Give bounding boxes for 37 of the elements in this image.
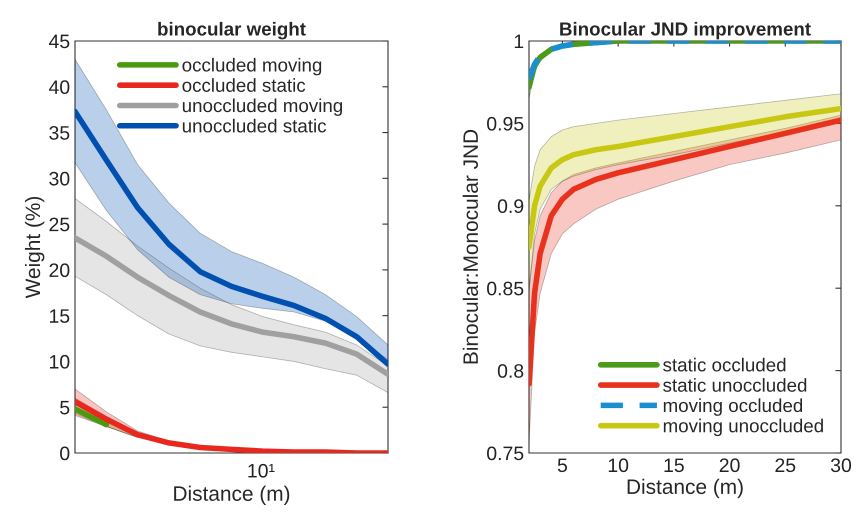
chart-title: Binocular JND improvement: [560, 22, 811, 40]
legend-label: moving unoccluded: [664, 418, 823, 436]
y-axis-title: Binocular:Monocular JND: [462, 130, 478, 364]
y-tick-label: 0: [60, 446, 70, 460]
x-tick-label: 25: [775, 458, 796, 472]
x-tick-label: 20: [720, 458, 740, 472]
y-tick-label: 0.9: [498, 199, 524, 214]
x-tick-label: 5: [558, 458, 568, 472]
legend-label: unoccluded static: [182, 118, 326, 133]
y-axis-title: Weight (%): [24, 196, 44, 298]
legend-label: moving occluded: [664, 398, 802, 416]
y-tick-label: 20: [49, 263, 70, 278]
x-tick-label: 10: [608, 458, 628, 472]
x-axis-title: Distance (m): [174, 486, 290, 506]
x-tick-label: 30: [830, 458, 852, 472]
x-tick-label: 15: [664, 458, 684, 472]
y-tick-label: 0.8: [498, 364, 524, 378]
legend-label: static occluded: [663, 358, 786, 372]
legend-label: occluded moving: [182, 58, 322, 76]
y-tick-label: 40: [48, 80, 70, 94]
y-tick-label: 5: [60, 400, 70, 414]
y-tick-label: 30: [49, 172, 70, 186]
y-tick-label: 35: [49, 126, 70, 140]
legend-label: static unoccluded: [663, 378, 806, 392]
chart-title: binocular weight: [158, 22, 306, 40]
text: 10¹: [248, 464, 275, 478]
y-tick-label: 10: [50, 354, 70, 369]
y-tick-label: 15: [50, 309, 70, 323]
y-tick-label: 0.85: [487, 282, 524, 296]
legend-label: unoccluded moving: [182, 98, 342, 116]
y-tick-label: 25: [49, 218, 70, 232]
legend-label: occluded static: [182, 78, 306, 92]
x-axis-title: Distance (m): [628, 478, 743, 498]
y-tick-label: 0.75: [487, 446, 524, 460]
y-tick-label: 0.95: [487, 116, 524, 131]
y-tick-label: 1: [514, 34, 524, 48]
y-tick-label: 45: [48, 34, 70, 48]
